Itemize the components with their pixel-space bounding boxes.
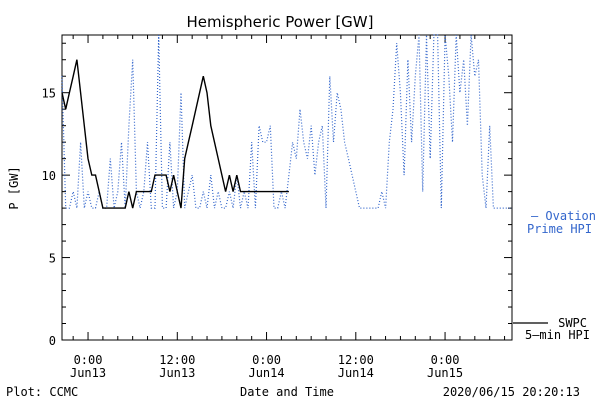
footer-left: Plot: CCMC: [6, 385, 78, 399]
x-tick-date-label: Jun13: [70, 366, 106, 380]
legend-ovation-line2: Prime HPI: [527, 222, 592, 236]
x-tick-time-label: 12:00: [159, 353, 195, 367]
x-tick-date-label: Jun14: [248, 366, 284, 380]
y-axis-label: P [GW]: [7, 166, 21, 209]
series-ovation-prime-line: [61, 34, 512, 209]
x-axis-ticks: 0:00Jun1312:00Jun130:00Jun1412:00Jun140:…: [70, 35, 506, 380]
y-axis-ticks: 0 5 10 15: [42, 42, 512, 348]
y-tick-label: 10: [42, 169, 56, 183]
y-tick-label: 5: [49, 252, 56, 266]
x-tick-time-label: 0:00: [74, 353, 103, 367]
x-tick-time-label: 12:00: [338, 353, 374, 367]
chart-title: Hemispheric Power [GW]: [187, 13, 374, 31]
series-swpc-line: [61, 59, 289, 209]
y-tick-label: 0: [49, 334, 56, 348]
legend-ovation-line1: — Ovation: [531, 209, 596, 223]
y-tick-label: 15: [42, 87, 56, 101]
x-tick-date-label: Jun13: [159, 366, 195, 380]
plot-area: [61, 34, 513, 341]
legend-swpc-line2: 5—min HPI: [525, 328, 590, 342]
footer-timestamp: 2020/06/15 20:20:13: [443, 385, 580, 399]
x-tick-date-label: Jun15: [427, 366, 463, 380]
series-layer: [61, 34, 512, 209]
x-tick-date-label: Jun14: [338, 366, 374, 380]
legend-swpc-line1: SWPC: [558, 316, 587, 330]
x-axis-label: Date and Time: [240, 385, 334, 399]
x-tick-time-label: 0:00: [431, 353, 460, 367]
x-tick-time-label: 0:00: [252, 353, 281, 367]
